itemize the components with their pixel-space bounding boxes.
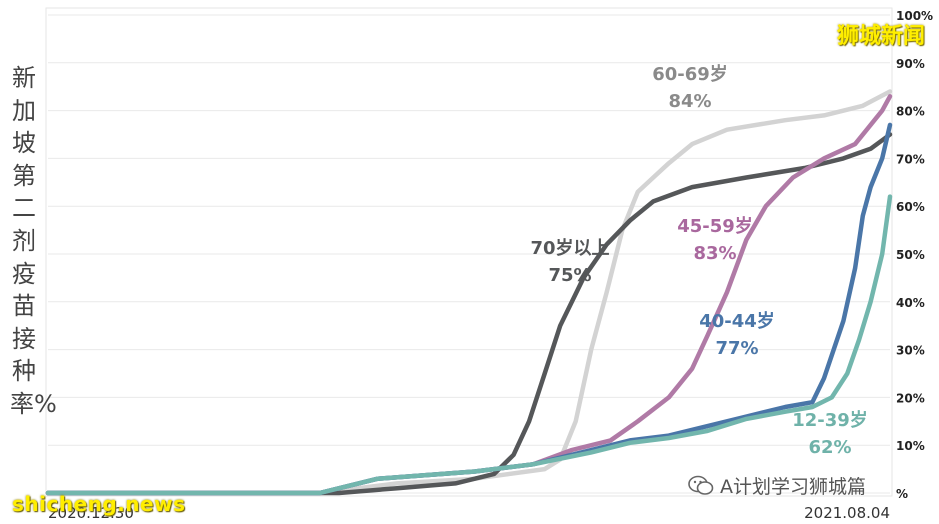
wechat-watermark: A计划学习狮城篇	[688, 472, 866, 499]
series-60-69-value: 84%	[668, 91, 711, 112]
grid-lines	[48, 14, 890, 494]
y-tick-label-40: 40%	[896, 296, 925, 310]
series-40-44-annotation: 40-44岁 77%	[699, 310, 775, 359]
series-12-39-annotation: 12-39岁 62%	[792, 409, 868, 458]
y-tick-label-100: 100%	[896, 9, 933, 23]
x-tick-label-0: 2020.12.30	[48, 504, 134, 522]
series-40-44-value: 77%	[715, 338, 758, 359]
series-70-plus-value: 75%	[548, 265, 591, 286]
series-40-44-name: 40-44岁	[699, 310, 775, 332]
y-tick-label-60: 60%	[896, 200, 925, 214]
series-12-39-line	[45, 194, 893, 496]
series-60-69-annotation: 60-69岁 84%	[652, 63, 728, 112]
series-45-59-annotation: 45-59岁 83%	[677, 215, 753, 264]
wechat-account-name: A计划学习狮城篇	[720, 476, 866, 498]
y-axis-label: 新加坡第二剂疫苗接种率%	[10, 64, 57, 418]
y-tick-label-30: 30%	[896, 344, 925, 358]
y-tick-label-20: 20%	[896, 391, 925, 405]
series-12-39-name: 12-39岁	[792, 409, 868, 431]
y-tick-label-10: 10%	[896, 439, 925, 453]
series-45-59-value: 83%	[693, 243, 736, 264]
wechat-icon	[688, 475, 714, 495]
series-12-39-value: 62%	[808, 437, 851, 458]
x-axis-ticks: 2020.12.30 2021.08.04	[48, 504, 890, 522]
y-tick-label-50: 50%	[896, 248, 925, 262]
series-70-plus-annotation: 70岁以上 75%	[530, 237, 609, 286]
watermark-top-right: 狮城新闻	[836, 24, 925, 49]
y-tick-label-70: 70%	[896, 152, 925, 166]
series-70-plus-name: 70岁以上	[530, 237, 609, 259]
watermark-bottom-left: shicheng.news	[12, 492, 186, 516]
y-tick-label-90: 90%	[896, 57, 925, 71]
series-lines	[45, 89, 893, 496]
series-labels: 60-69岁 84% 70岁以上 75% 45-59岁 83% 40-44岁 77% 12-39…	[530, 63, 867, 458]
series-45-59-name: 45-59岁	[677, 215, 753, 237]
x-tick-label-1: 2021.08.04	[804, 504, 890, 522]
y-tick-label-0: %	[896, 487, 908, 501]
y-axis-ticks: % 10% 20% 30% 40% 50% 60% 70% 80% 90% 100%	[896, 9, 933, 501]
y-tick-label-80: 80%	[896, 105, 925, 119]
series-60-69-name: 60-69岁	[652, 63, 728, 85]
